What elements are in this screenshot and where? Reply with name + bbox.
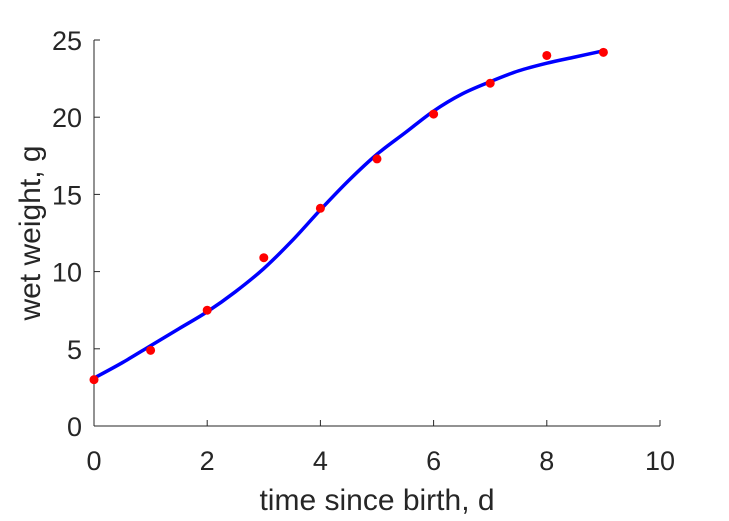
x-tick-label: 2 (200, 446, 215, 476)
data-point (485, 78, 495, 88)
data-point (202, 305, 212, 315)
x-tick-label: 6 (426, 446, 441, 476)
data-point (146, 345, 156, 355)
data-point (89, 375, 99, 385)
series-layer (89, 47, 608, 385)
y-tick-label: 20 (52, 103, 82, 133)
x-axis-label: time since birth, d (259, 484, 494, 517)
data-point (259, 253, 269, 263)
data-point (542, 50, 552, 60)
y-tick-label: 25 (52, 26, 82, 56)
x-ticks: 0 2 4 6 8 10 (86, 420, 675, 476)
data-point (315, 203, 325, 213)
y-tick-label: 5 (67, 335, 82, 365)
data-point (372, 154, 382, 164)
axes (93, 40, 660, 427)
data-point (598, 47, 608, 57)
y-ticks: 0 5 10 15 20 25 (52, 26, 100, 442)
x-tick-label: 0 (86, 446, 101, 476)
x-tick-label: 10 (645, 446, 675, 476)
x-tick-label: 4 (313, 446, 328, 476)
x-tick-label: 8 (539, 446, 554, 476)
y-tick-label: 0 (67, 412, 82, 442)
y-tick-label: 15 (52, 180, 82, 210)
fit-curve (92, 49, 606, 380)
y-axis-label: wet weight, g (14, 145, 47, 321)
data-point (429, 109, 439, 119)
y-tick-label: 10 (52, 258, 82, 288)
